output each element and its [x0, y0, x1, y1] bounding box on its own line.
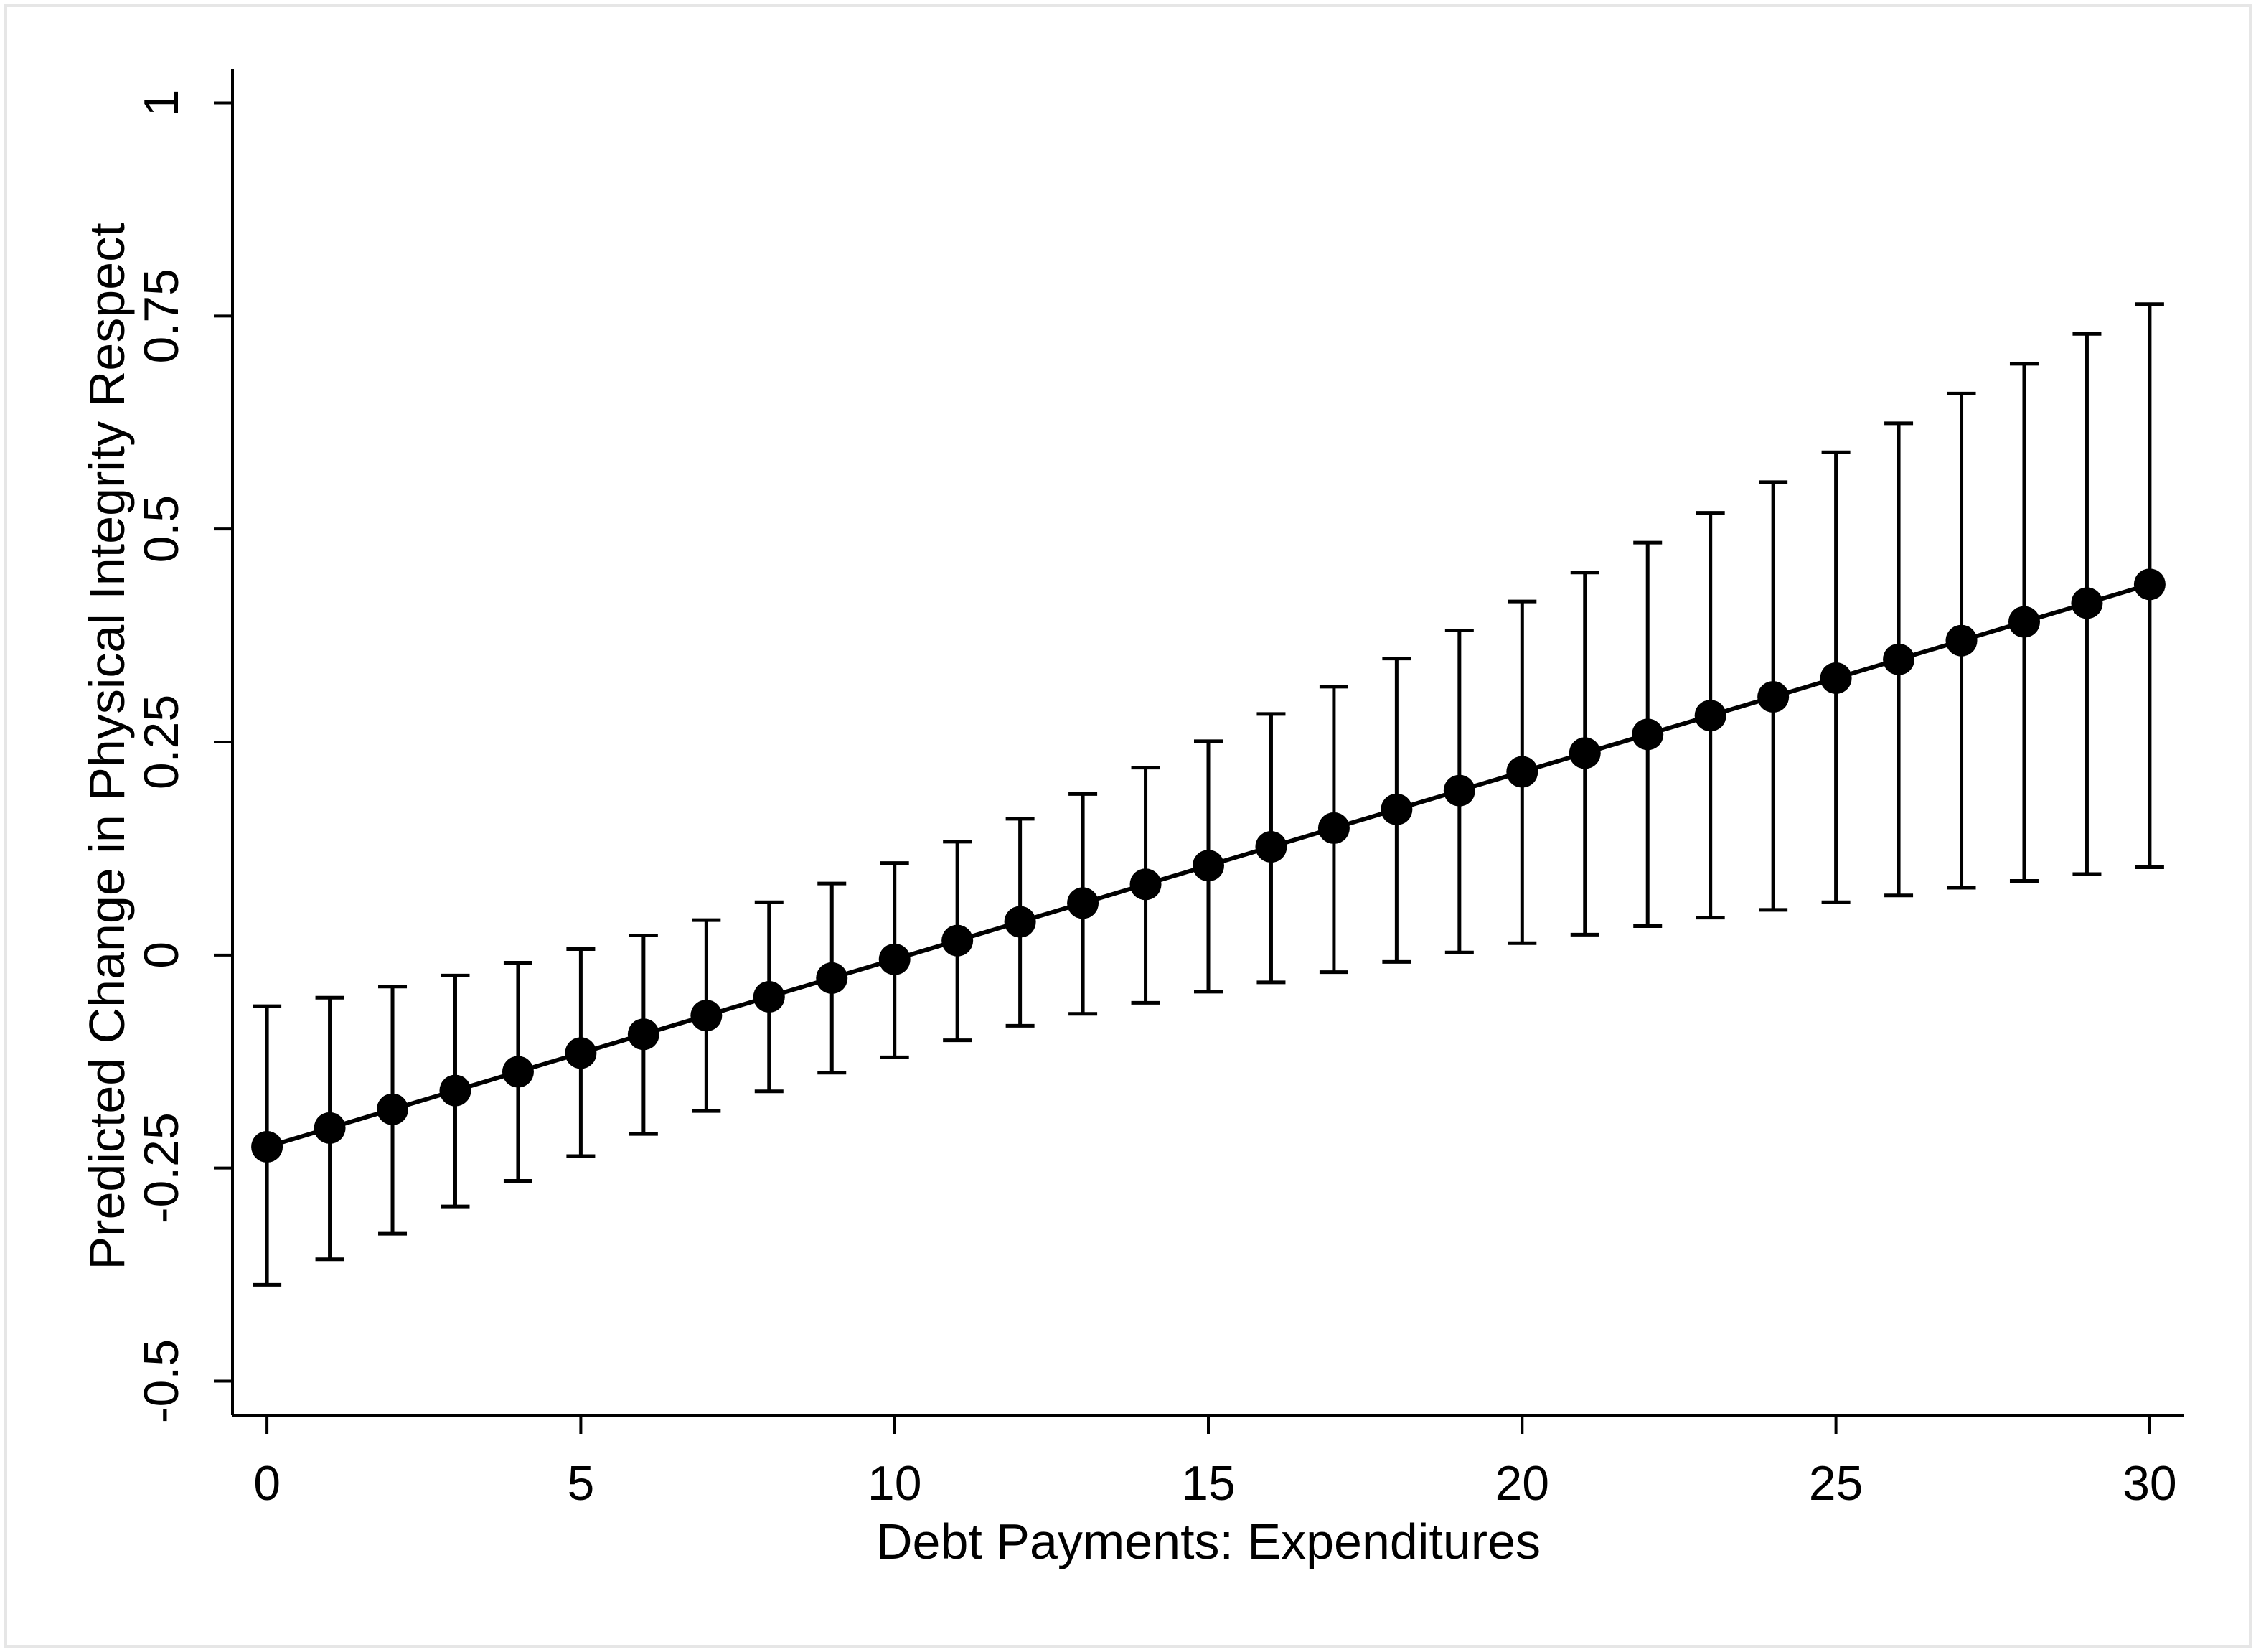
- data-point: [753, 981, 785, 1013]
- data-point: [314, 1112, 346, 1144]
- data-point: [377, 1093, 409, 1125]
- x-tick-label: 0: [253, 1456, 281, 1511]
- data-point: [1193, 850, 1224, 882]
- data-point: [2071, 587, 2103, 619]
- data-point: [1632, 718, 1664, 751]
- data-point: [1443, 774, 1475, 807]
- data-point: [2133, 568, 2166, 601]
- data-point: [690, 1000, 723, 1032]
- y-ticks: -0.5 -0.25 0 0.25 0.5 0.75 1: [134, 90, 232, 1423]
- data-point: [1506, 756, 1538, 788]
- x-tick-label: 10: [868, 1456, 922, 1511]
- outer-border: [4, 4, 2252, 1648]
- x-axis-title: Debt Payments: Expenditures: [876, 1513, 1541, 1569]
- data-point: [1317, 812, 1350, 844]
- data-point: [1757, 681, 1790, 713]
- data-point: [878, 943, 911, 975]
- y-tick-label: 0.5: [134, 495, 189, 563]
- x-ticks: 0 5 10 15 20 25 30: [253, 1415, 2177, 1511]
- data-point: [2008, 606, 2040, 638]
- data-layer: [251, 302, 2166, 1287]
- y-tick-label: -0.5: [134, 1339, 189, 1423]
- data-point: [1004, 906, 1036, 938]
- data-point: [1820, 662, 1852, 694]
- y-axis-title: Predicted Change in Physical Integrity R…: [79, 222, 135, 1269]
- data-point: [439, 1074, 471, 1107]
- x-tick-label: 5: [567, 1456, 594, 1511]
- data-point: [816, 962, 848, 994]
- data-point: [251, 1130, 283, 1163]
- y-tick-label: 0.75: [134, 268, 189, 363]
- data-point: [627, 1018, 659, 1051]
- data-point: [565, 1037, 597, 1069]
- data-point: [1694, 700, 1726, 732]
- x-tick-label: 20: [1495, 1456, 1549, 1511]
- data-point: [1067, 887, 1099, 919]
- data-point: [1381, 793, 1413, 825]
- data-point: [1883, 643, 1915, 675]
- y-tick-label: 1: [134, 90, 189, 117]
- data-point: [502, 1056, 534, 1088]
- data-point: [1255, 831, 1287, 863]
- x-tick-label: 30: [2123, 1456, 2177, 1511]
- y-tick-label: 0: [134, 942, 189, 969]
- data-point: [1569, 737, 1601, 769]
- y-tick-label: -0.25: [134, 1112, 189, 1224]
- y-tick-label: 0.25: [134, 695, 189, 789]
- data-point: [1945, 624, 1978, 657]
- data-point: [1129, 868, 1162, 901]
- data-point: [941, 924, 974, 957]
- x-tick-label: 15: [1181, 1456, 1236, 1511]
- x-tick-label: 25: [1809, 1456, 1863, 1511]
